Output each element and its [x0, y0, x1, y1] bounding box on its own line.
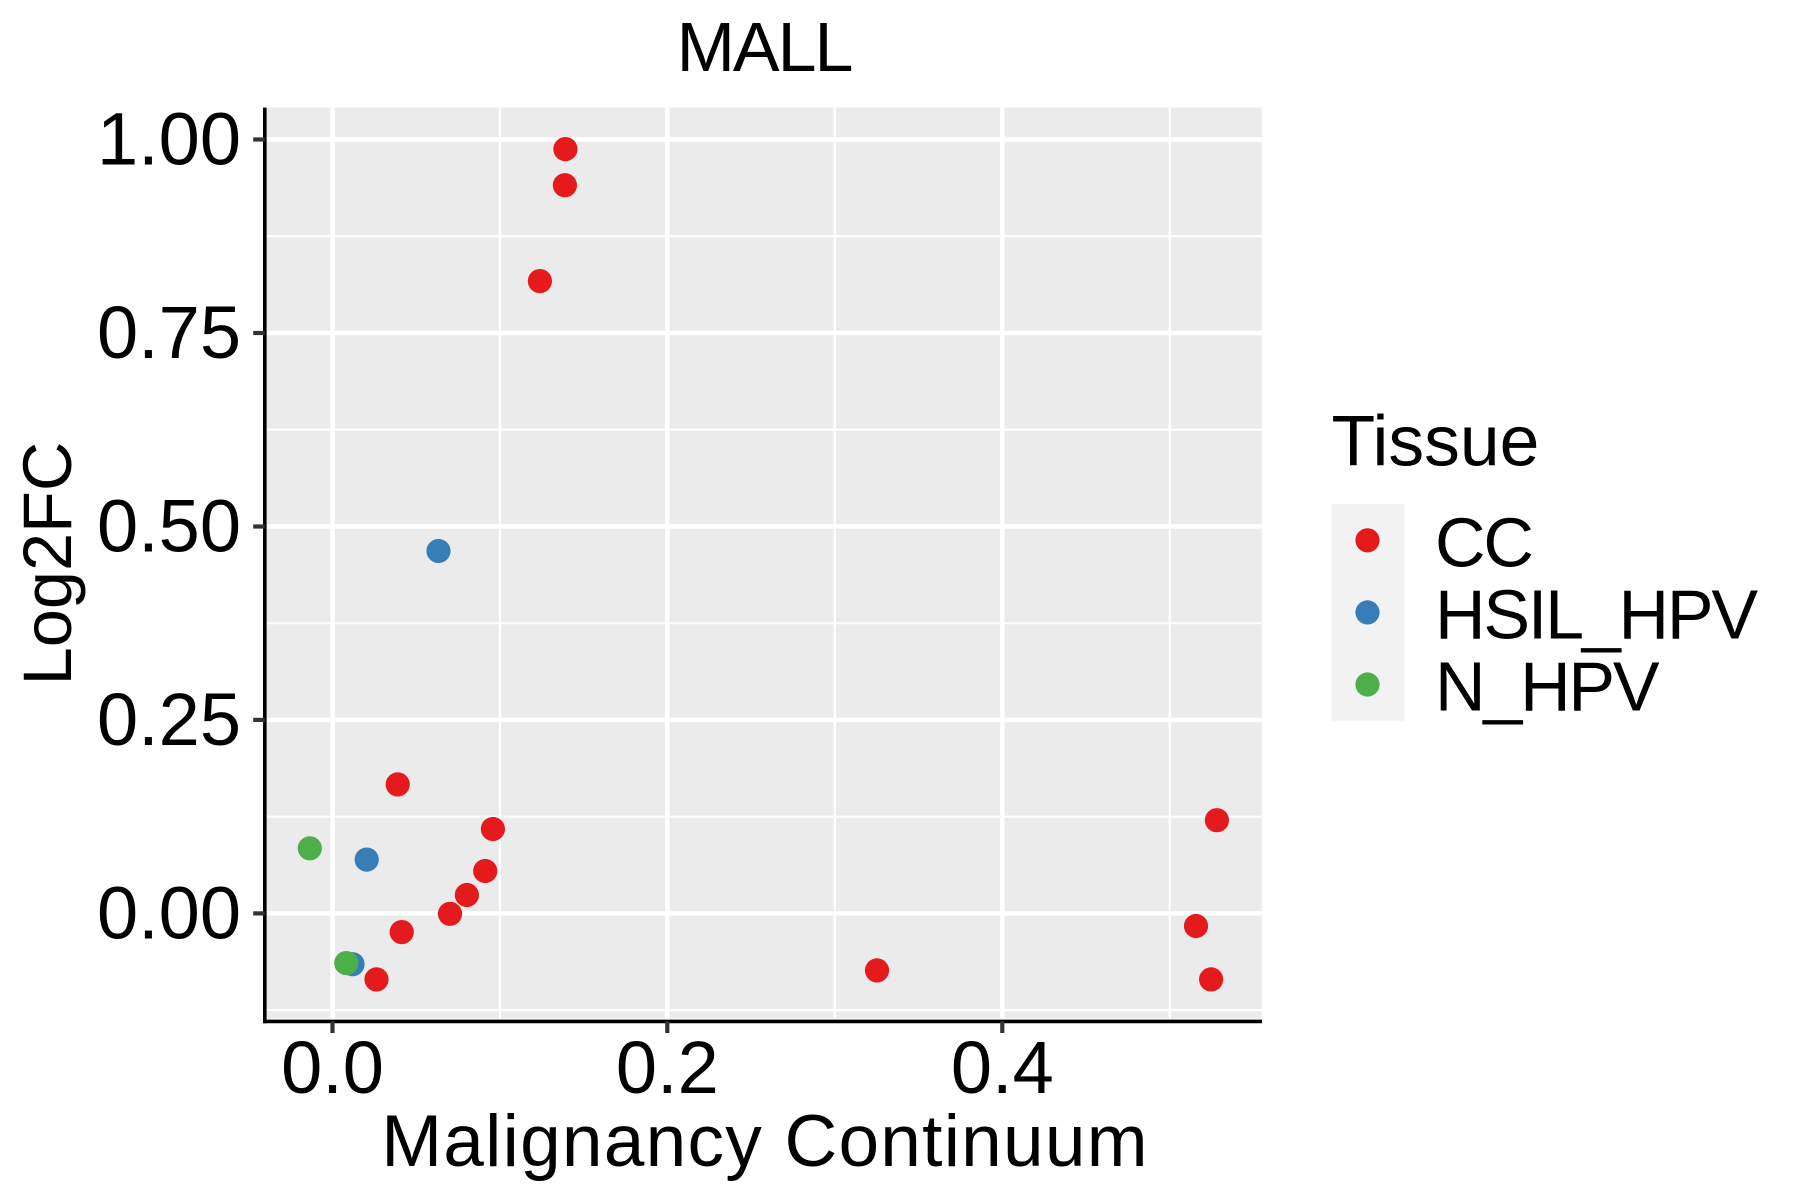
svg-text:0.50: 0.50 — [97, 485, 241, 568]
svg-text:N_HPV: N_HPV — [1435, 648, 1660, 726]
svg-text:0.75: 0.75 — [97, 291, 241, 374]
svg-text:0.4: 0.4 — [951, 1026, 1054, 1109]
svg-text:Tissue: Tissue — [1332, 401, 1540, 481]
svg-text:0.25: 0.25 — [97, 678, 241, 761]
svg-text:0.00: 0.00 — [97, 871, 241, 954]
svg-text:HSIL_HPV: HSIL_HPV — [1435, 576, 1758, 654]
svg-text:1.00: 1.00 — [97, 98, 241, 181]
svg-text:Malignancy Continuum: Malignancy Continuum — [381, 1101, 1149, 1182]
svg-text:MALL: MALL — [677, 8, 852, 86]
svg-text:0.2: 0.2 — [616, 1026, 719, 1109]
svg-text:0.0: 0.0 — [281, 1026, 384, 1109]
svg-text:Log2FC: Log2FC — [9, 442, 86, 686]
svg-text:CC: CC — [1435, 504, 1532, 582]
